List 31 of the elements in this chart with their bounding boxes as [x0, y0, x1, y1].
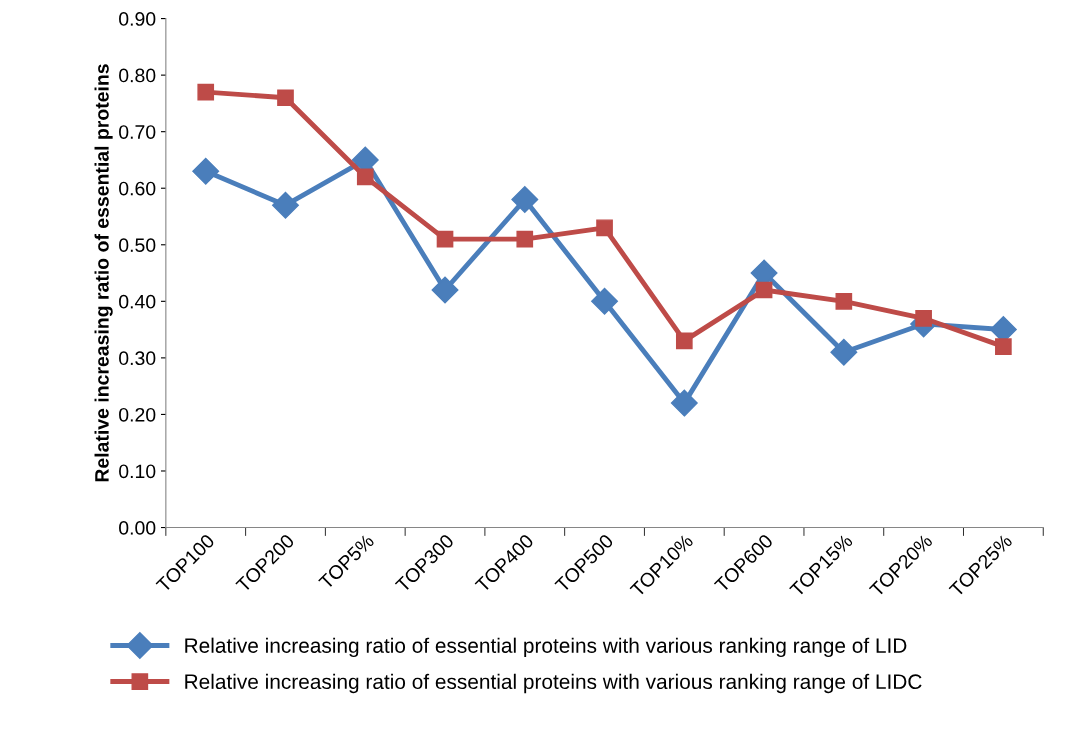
- y-tick-label: 0.20: [119, 407, 156, 422]
- y-tick-label: 0.80: [119, 68, 156, 83]
- point: [675, 332, 693, 350]
- y-tick-label: 0.40: [119, 294, 156, 309]
- y-tick-label: 0.90: [119, 12, 156, 26]
- y-tick-label: 0.10: [119, 464, 156, 479]
- point: [431, 276, 459, 304]
- y-axis-title: Relative increasing ratio of essential proteins: [94, 64, 113, 482]
- y-tick-label: 0.00: [119, 521, 156, 535]
- y-tick-label: 0.70: [119, 125, 156, 139]
- y-tick-label: 0.60: [119, 181, 156, 196]
- y-tick-label: 0.30: [119, 351, 156, 366]
- point: [192, 157, 220, 185]
- point: [516, 230, 534, 248]
- point: [591, 287, 619, 315]
- point: [915, 309, 932, 327]
- y-tick-label: 0.50: [119, 238, 156, 253]
- point: [511, 186, 539, 213]
- legend-label: Relative increasing ratio of essential proteins with various ranking range of LID: [185, 637, 907, 658]
- point: [436, 230, 454, 248]
- legend-label: Relative increasing ratio of essential proteins with various ranking range of LIDC: [185, 673, 922, 694]
- point: [830, 338, 858, 366]
- point: [272, 191, 299, 219]
- point: [755, 281, 773, 299]
- point: [670, 389, 698, 417]
- point: [835, 292, 853, 310]
- point: [995, 338, 1012, 355]
- point: [197, 83, 215, 101]
- point: [277, 89, 294, 107]
- point: [596, 219, 613, 237]
- point: [356, 168, 374, 186]
